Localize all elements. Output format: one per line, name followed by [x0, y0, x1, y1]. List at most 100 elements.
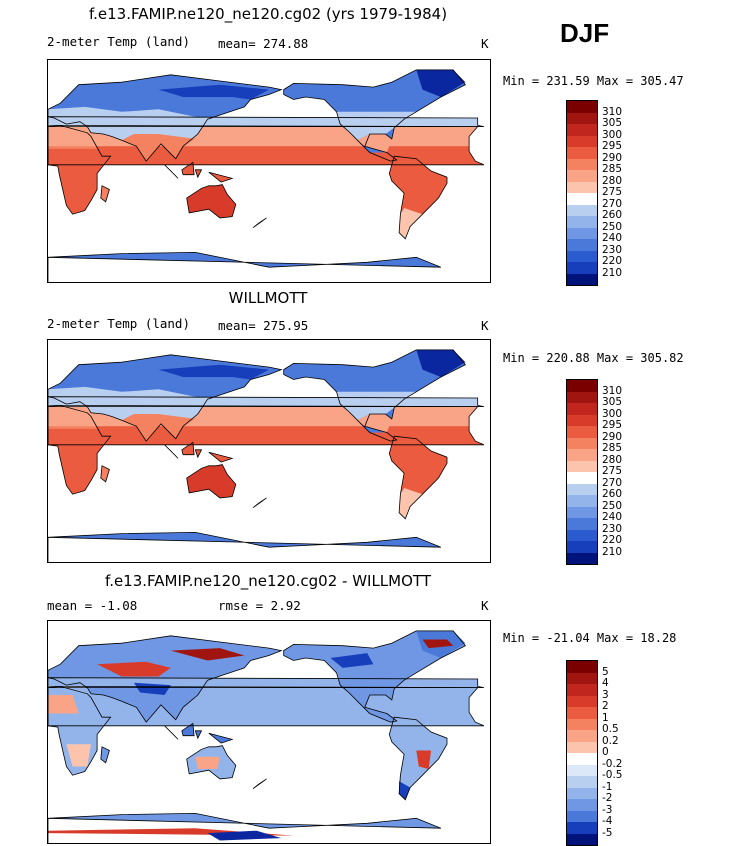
colorbar-label: 240 [602, 511, 623, 523]
colorbar-box [567, 262, 597, 274]
colorbar-label: 230 [602, 243, 623, 256]
colorbar-label: 220 [602, 534, 623, 546]
coastline [48, 531, 442, 562]
colorbar-box [567, 695, 597, 707]
island-fill [181, 442, 195, 455]
coastline [48, 687, 485, 727]
colorbar-box [567, 391, 597, 403]
colorbar-label: 240 [602, 232, 623, 244]
panel-1-map [47, 59, 491, 283]
colorbar-label: 275 [602, 186, 623, 198]
colorbar-label: 300 [602, 407, 623, 420]
colorbar-label: 280 [602, 453, 623, 466]
map-canvas [48, 630, 485, 843]
colorbar-label: 260 [602, 209, 623, 221]
colorbar-label: 275 [602, 465, 623, 477]
colorbar-box [567, 529, 597, 541]
colorbar-box [567, 158, 597, 170]
colorbar-box [567, 170, 597, 182]
panel-1-variable: 2-meter Temp (land) [47, 34, 190, 49]
coastline [194, 730, 203, 740]
south-africa-warm-patch [66, 744, 91, 767]
panel-1-minmax: Min = 231.59 Max = 305.47 [503, 74, 684, 88]
coastline [252, 497, 267, 509]
australia-warm-patch [195, 756, 220, 769]
colorbar-box [567, 193, 597, 205]
colorbar-label: 310 [602, 384, 623, 397]
colorbar-box [567, 552, 597, 564]
colorbar-box [567, 216, 597, 228]
colorbar-label: -5 [602, 826, 613, 839]
coastline [283, 69, 467, 162]
coastline [194, 169, 203, 179]
colorbar-box [567, 672, 597, 684]
colorbar-label: -0.5 [602, 769, 623, 781]
coastline [208, 451, 234, 463]
colorbar-box [567, 460, 597, 472]
colorbar-box [567, 741, 597, 753]
colorbar-label: 270 [602, 476, 623, 489]
coastline [48, 812, 442, 843]
colorbar-label: 210 [602, 545, 623, 558]
south-asia-fill [121, 134, 196, 162]
colorbar-box [567, 661, 597, 673]
colorbar-label: 280 [602, 174, 623, 187]
coastline [181, 722, 195, 737]
panel-2-minmax: Min = 220.88 Max = 305.82 [503, 351, 684, 365]
island-fill [208, 452, 233, 463]
colorbar-label: 220 [602, 255, 623, 267]
colorbar-label: 300 [602, 128, 623, 141]
patagonia-cold-patch [399, 781, 411, 800]
patagonia-fill [399, 488, 423, 519]
colorbar-label: -2 [602, 792, 613, 804]
panel-3-rmse: rmse = 2.92 [218, 598, 301, 613]
central-america-fill [369, 152, 397, 162]
colorbar-label: 4 [602, 677, 609, 689]
north-america-fill [283, 630, 466, 723]
coastline [164, 164, 179, 179]
panel-2-mean: mean= 275.95 [218, 318, 309, 333]
colorbar-box [567, 239, 597, 251]
colorbar-label: 1 [602, 711, 609, 724]
season-label: DJF [560, 18, 610, 48]
coastline [186, 464, 237, 499]
coastline [181, 161, 195, 176]
coastline [388, 155, 448, 240]
australia-fill [186, 464, 236, 498]
colorbar-label: -0.2 [602, 757, 623, 770]
colorbar-label: 310 [602, 105, 623, 118]
colorbar-label: 0 [602, 746, 609, 758]
coastline [164, 444, 179, 459]
colorbar-label: 305 [602, 117, 623, 129]
south-asia-fill [121, 414, 196, 442]
colorbar-label: 295 [602, 419, 623, 431]
colorbar-label: 0.5 [602, 723, 619, 735]
colorbar-box [567, 810, 597, 822]
colorbar-box [567, 204, 597, 216]
coastline [388, 435, 448, 520]
colorbar-label: 3 [602, 688, 609, 701]
coastline [100, 465, 110, 483]
island-fill [181, 162, 195, 175]
colorbar-label: -4 [602, 815, 613, 827]
colorbar-box [567, 753, 597, 765]
siberia-cold-fill [158, 364, 269, 380]
coastline [100, 746, 110, 764]
greenland-fill [416, 69, 466, 97]
coastline [164, 725, 179, 740]
coastline [194, 449, 203, 459]
coastline [48, 126, 485, 166]
siberia-cold-fill [158, 84, 269, 100]
colorbar-box [567, 684, 597, 696]
panel-2-colorbar [566, 379, 598, 565]
tibet-cold-patch [133, 682, 171, 695]
panel-3-colorbar [566, 660, 598, 846]
colorbar-box [567, 730, 597, 742]
panel-1-units: K [481, 36, 489, 51]
madagascar-fill [100, 185, 110, 202]
coastline [186, 184, 237, 219]
coastline [48, 406, 485, 446]
panel-1-title: f.e13.FAMIP.ne120_ne120.cg02 (yrs 1979-1… [88, 5, 448, 23]
central-america-fill [369, 432, 397, 442]
colorbar-box [567, 227, 597, 239]
